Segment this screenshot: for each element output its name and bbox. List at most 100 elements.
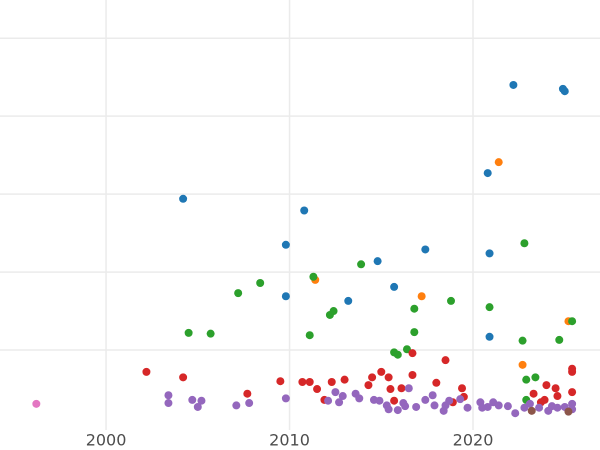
point (531, 373, 540, 382)
point (520, 239, 529, 248)
point (309, 272, 318, 281)
point (456, 395, 465, 404)
point (377, 367, 386, 376)
point (386, 385, 395, 394)
point (483, 169, 492, 178)
point (447, 296, 456, 305)
point (410, 304, 419, 313)
point (243, 389, 252, 398)
point (32, 399, 41, 408)
point (509, 80, 518, 89)
point (281, 240, 290, 249)
point (179, 194, 188, 203)
point (327, 378, 336, 387)
point (340, 375, 349, 384)
point (331, 388, 340, 397)
point (300, 206, 309, 215)
point (568, 317, 577, 326)
point (511, 409, 520, 418)
point (188, 395, 197, 404)
point (393, 406, 402, 415)
point (373, 257, 382, 266)
point (417, 292, 426, 301)
point (179, 373, 188, 382)
point (364, 381, 373, 390)
point (522, 375, 531, 384)
point (535, 403, 544, 412)
point (542, 381, 551, 390)
point (397, 384, 406, 393)
point (527, 406, 536, 415)
point (463, 403, 472, 412)
point (197, 396, 206, 405)
point (357, 260, 366, 269)
point (338, 392, 347, 401)
point (164, 399, 173, 408)
point (428, 391, 437, 400)
point (206, 329, 215, 338)
point (232, 401, 241, 410)
point (390, 396, 399, 405)
point (485, 332, 494, 341)
point (368, 373, 377, 382)
point (485, 303, 494, 312)
point (564, 407, 573, 416)
point (408, 370, 417, 379)
point (184, 328, 193, 337)
point (384, 405, 393, 414)
point (305, 331, 314, 340)
point (393, 350, 402, 359)
point (445, 396, 454, 405)
point (494, 158, 503, 167)
point (256, 278, 265, 287)
x-tick-label: 2010 (269, 431, 310, 450)
point (458, 384, 467, 393)
point (355, 394, 364, 403)
point (329, 307, 338, 316)
point (503, 402, 512, 411)
point (553, 392, 562, 401)
point (410, 328, 419, 337)
point (234, 289, 243, 298)
point (404, 384, 413, 393)
point (390, 282, 399, 291)
point (164, 391, 173, 400)
point (375, 396, 384, 405)
point (518, 360, 527, 369)
point (560, 87, 569, 96)
point (399, 399, 408, 408)
point (313, 385, 322, 394)
point (529, 389, 538, 398)
point (384, 373, 393, 382)
point (485, 249, 494, 258)
point (408, 349, 417, 358)
point (555, 335, 564, 344)
point (568, 367, 577, 376)
point (551, 384, 560, 393)
point (305, 378, 314, 387)
point (276, 377, 285, 386)
point (432, 378, 441, 387)
point (298, 378, 307, 387)
point (441, 356, 450, 365)
point (421, 245, 430, 254)
point (281, 394, 290, 403)
point (518, 336, 527, 345)
x-tick-label: 2000 (86, 431, 127, 450)
point (421, 395, 430, 404)
point (483, 402, 492, 411)
point (193, 402, 202, 411)
point (344, 296, 353, 305)
x-tick-label: 2020 (453, 431, 494, 450)
point (525, 399, 534, 408)
point (281, 292, 290, 301)
point (245, 399, 254, 408)
point (412, 402, 421, 411)
point (568, 388, 577, 397)
point (430, 401, 439, 410)
point (494, 401, 503, 410)
point (553, 403, 562, 412)
point (142, 367, 151, 376)
point (335, 398, 344, 407)
